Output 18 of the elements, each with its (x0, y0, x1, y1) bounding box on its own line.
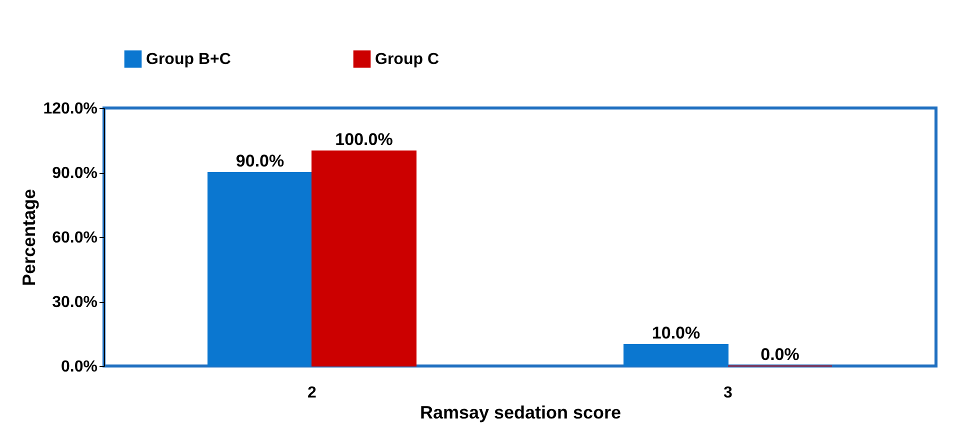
bar (208, 172, 312, 366)
x-axis-title: Ramsay sedation score (420, 402, 622, 422)
y-tick-label: 30.0% (52, 294, 98, 311)
data-label: 0.0% (760, 345, 800, 364)
data-label: 90.0% (236, 152, 284, 170)
bar (312, 150, 416, 366)
bar (624, 344, 728, 366)
y-tick-label: 60.0% (52, 230, 98, 246)
x-tick-label: 2 (308, 384, 317, 402)
data-label: 100.0% (335, 130, 393, 149)
y-axis-title: Percentage (19, 188, 40, 286)
legend-label: Group C (375, 51, 440, 68)
x-tick-label: 3 (724, 384, 733, 402)
y-tick-label: 90.0% (52, 165, 98, 182)
y-tick-label: 0.0% (61, 358, 98, 376)
data-label: 10.0% (652, 324, 700, 342)
legend-label: Group B+C (146, 51, 232, 68)
y-tick-label: 120.0% (43, 100, 98, 118)
